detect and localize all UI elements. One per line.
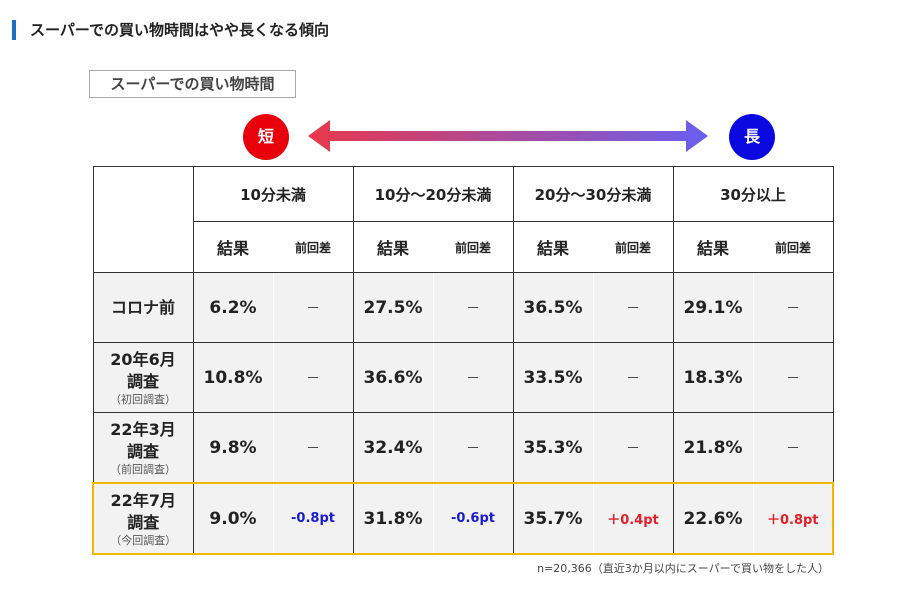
diff-cell: ＋0.4pt	[592, 482, 674, 555]
diff-cell: －	[752, 412, 834, 484]
result-cell: 9.0%	[192, 482, 274, 555]
page-title: スーパーでの買い物時間はやや長くなる傾向	[12, 20, 329, 40]
result-header: 結果	[192, 221, 274, 273]
result-cell: 35.7%	[512, 482, 594, 555]
double-arrow-icon	[308, 120, 708, 152]
table-row: 22年3月 調査 （前回調査） 9.8% － 32.4% － 35.3% － 21.8% －	[92, 412, 834, 484]
result-cell: 22.6%	[672, 482, 754, 555]
row-label: 22年3月 調査 （前回調査）	[92, 412, 194, 484]
diff-cell: ＋0.8pt	[752, 482, 834, 555]
table-row: コロナ前 6.2% － 27.5% － 36.5% － 29.1% －	[92, 272, 834, 343]
diff-cell: －	[272, 412, 354, 484]
diff-header: 前回差	[752, 221, 834, 273]
col-header: 10分～20分未満	[352, 166, 514, 222]
result-cell: 9.8%	[192, 412, 274, 484]
row-label: 20年6月 調査 （初回調査）	[92, 342, 194, 413]
table-row: 22年7月 調査 （今回調査） 9.0% -0.8pt 31.8% -0.6pt 35.7% ＋…	[92, 482, 834, 555]
short-badge: 短	[243, 114, 289, 160]
result-header: 結果	[672, 221, 754, 273]
diff-cell: －	[592, 272, 674, 343]
diff-cell: －	[272, 342, 354, 413]
footnote: n=20,366（直近3か月以内にスーパーで買い物をした人）	[537, 562, 829, 575]
diff-cell: -0.6pt	[432, 482, 514, 555]
result-cell: 36.5%	[512, 272, 594, 343]
result-header: 結果	[352, 221, 434, 273]
diff-cell: －	[752, 272, 834, 343]
chart-subtitle: スーパーでの買い物時間	[89, 70, 296, 98]
long-badge: 長	[729, 114, 775, 160]
result-cell: 29.1%	[672, 272, 754, 343]
diff-header: 前回差	[592, 221, 674, 273]
diff-cell: －	[592, 412, 674, 484]
result-cell: 36.6%	[352, 342, 434, 413]
result-cell: 35.3%	[512, 412, 594, 484]
corner-cell	[92, 166, 194, 273]
diff-cell: －	[432, 272, 514, 343]
result-cell: 31.8%	[352, 482, 434, 555]
row-label: 22年7月 調査 （今回調査）	[92, 482, 194, 555]
result-header: 結果	[512, 221, 594, 273]
result-cell: 6.2%	[192, 272, 274, 343]
result-cell: 27.5%	[352, 272, 434, 343]
diff-header: 前回差	[272, 221, 354, 273]
diff-header: 前回差	[432, 221, 514, 273]
result-cell: 10.8%	[192, 342, 274, 413]
diff-cell: －	[432, 412, 514, 484]
result-cell: 18.3%	[672, 342, 754, 413]
col-header: 10分未満	[192, 166, 354, 222]
table-row: 20年6月 調査 （初回調査） 10.8% － 36.6% － 33.5% － 18.3% －	[92, 342, 834, 413]
diff-cell: －	[272, 272, 354, 343]
shopping-time-table: 10分未満 10分～20分未満 20分～30分未満 30分以上 結果 前回差 結果前…	[92, 166, 834, 555]
result-cell: 33.5%	[512, 342, 594, 413]
diff-cell: －	[592, 342, 674, 413]
result-cell: 21.8%	[672, 412, 754, 484]
diff-cell: －	[432, 342, 514, 413]
col-header: 30分以上	[672, 166, 834, 222]
diff-cell: -0.8pt	[272, 482, 354, 555]
col-header: 20分～30分未満	[512, 166, 674, 222]
diff-cell: －	[752, 342, 834, 413]
row-label: コロナ前	[92, 272, 194, 343]
result-cell: 32.4%	[352, 412, 434, 484]
